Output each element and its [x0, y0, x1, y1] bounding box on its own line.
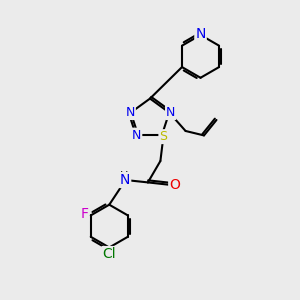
Text: F: F [80, 207, 88, 221]
Text: Cl: Cl [103, 247, 116, 261]
Text: N: N [195, 27, 206, 41]
Text: N: N [166, 106, 175, 119]
Text: H: H [120, 172, 128, 182]
Text: N: N [132, 129, 141, 142]
Text: N: N [125, 106, 135, 119]
Text: S: S [159, 130, 167, 143]
Text: O: O [169, 178, 180, 192]
Text: N: N [120, 173, 130, 187]
